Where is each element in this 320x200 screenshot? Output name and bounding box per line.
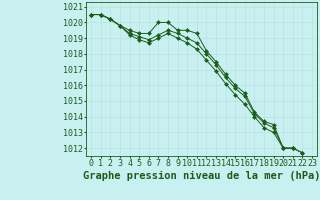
X-axis label: Graphe pression niveau de la mer (hPa): Graphe pression niveau de la mer (hPa): [83, 171, 320, 181]
